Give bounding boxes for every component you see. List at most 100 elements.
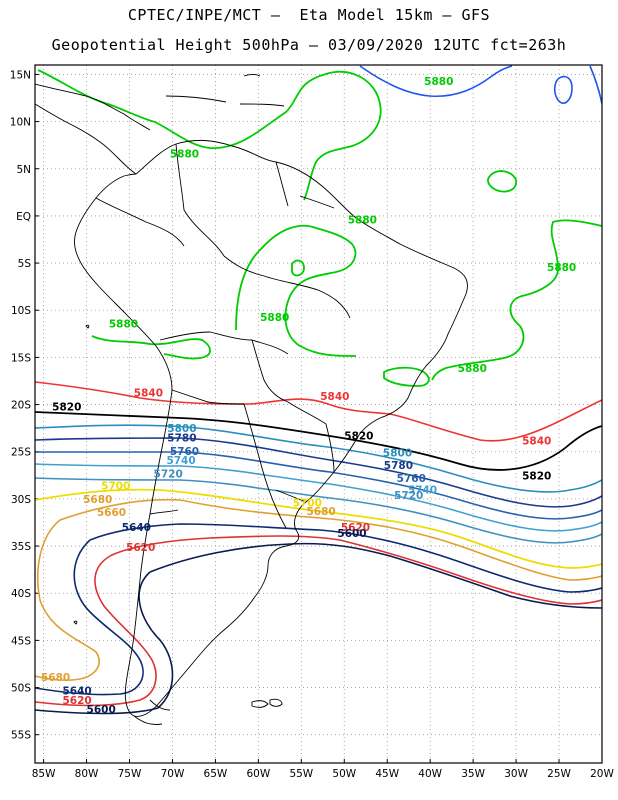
lon-label: 80W [75,768,99,780]
lat-label: 35S [11,541,31,553]
contour-5700 [35,488,602,569]
contour-label: 5820 [52,401,81,413]
lon-label: 55W [289,768,313,780]
contour-label: 5740 [166,455,195,467]
lat-label: 25S [11,447,31,459]
contour-label: 5620 [341,522,370,534]
contour-5820 [35,411,602,471]
contour-label: 5880 [260,312,289,324]
contour-label: 5840 [320,391,349,403]
contour-label: 5880 [348,215,377,227]
chart-title-line-1: CPTEC/INPE/MCT – Eta Model 15km – GFS [127,6,491,24]
contour-label: 5800 [167,423,196,435]
contour-5880 [235,224,357,357]
contour-5880 [291,259,305,277]
contour-label: 5820 [344,431,373,443]
contour-5640 [35,539,144,696]
lon-label: 20W [590,768,614,780]
lon-label: 50W [332,768,356,780]
contour-label: 5700 [101,481,130,493]
lat-label: 15S [11,352,31,364]
longitude-labels: 85W 80W 75W 70W 65W 60W 55W 50W 45W 40W 35W 30W 25W 2… [32,768,615,780]
contour-label: 5840 [134,387,163,399]
contour-label: 5680 [306,506,335,518]
contour-5680 [35,519,100,681]
latitude-labels: 15N 10N 5N EQ 5S 10S 15S 20S 25S 30S 35S 40S 45S 50S 5… [10,69,32,741]
contour-label: 5600 [337,528,366,540]
lat-label: 30S [11,494,31,506]
contour-5880 [37,69,382,201]
contour-label: 5600 [87,704,116,716]
lon-label: 35W [461,768,485,780]
contour-5740 [35,463,602,532]
lon-label: 60W [246,768,270,780]
chart-title-line-2: Geopotential Height 500hPa – 03/09/2020 … [51,36,567,54]
lat-label: 10S [11,305,31,317]
contour-5640 [89,523,602,593]
contour-5840 [35,381,602,442]
contour-5600 [149,542,602,609]
lat-label: 40S [11,588,31,600]
contour-5880 [487,170,518,193]
contour-5680 [59,498,602,581]
contour-label: 5720 [154,468,183,480]
contour-labels: 5880 5880 5880 5880 5880 5880 5880 5840 5840 5840… [41,76,576,716]
lon-label: 30W [504,768,528,780]
contour-label: 5780 [167,433,196,445]
contour-5800 [35,424,602,493]
lat-label: 5N [16,164,31,176]
contour-label: 5800 [383,448,412,460]
lat-label: 15N [10,69,31,81]
lon-label: 65W [204,768,228,780]
lon-label: 40W [418,768,442,780]
contour-5860 [553,75,573,104]
lon-label: 45W [375,768,399,780]
contour-label: 5880 [170,149,199,161]
lat-lon-grid [35,65,603,763]
lon-label: 85W [32,768,56,780]
contour-label: 5620 [126,542,155,554]
lat-label: 5S [18,258,32,270]
contour-label: 5660 [97,507,126,519]
contour-5620 [109,535,602,605]
lon-label: 75W [118,768,142,780]
lat-label: 20S [11,400,31,412]
contour-label: 5880 [109,318,138,330]
lat-label: 55S [11,730,31,742]
contour-label: 5700 [293,498,322,510]
contour-label: 5760 [170,446,199,458]
contour-label: 5680 [83,494,112,506]
lat-label: 45S [11,635,31,647]
coastlines [35,74,468,725]
lat-label: 50S [11,683,31,695]
contour-label: 5720 [394,490,423,502]
lon-label: 70W [161,768,185,780]
contour-5620 [35,555,157,707]
lat-label: EQ [16,211,31,223]
contour-label: 5820 [522,470,551,482]
contour-label: 5880 [424,76,453,88]
contour-5860 [589,65,602,105]
contour-5600 [35,571,174,715]
contour-label: 5680 [41,672,70,684]
contour-label: 5780 [384,460,413,472]
map-frame [34,64,603,764]
lon-label: 25W [547,768,571,780]
contour-lines [35,65,602,715]
contour-5880 [431,219,602,381]
contour-5720 [35,477,602,544]
contour-label: 5760 [397,473,426,485]
contour-label: 5880 [458,363,487,375]
contour-5780 [35,437,602,508]
contour-5880 [383,366,430,387]
contour-label: 5640 [122,522,151,534]
contour-label: 5640 [62,685,91,697]
contour-label: 5740 [408,484,437,496]
contour-5880 [91,335,211,360]
contour-5860 [359,65,513,98]
lat-label: 10N [10,117,31,129]
contour-label: 5840 [522,435,551,447]
contour-label: 5620 [62,695,91,707]
contour-label: 5880 [547,262,576,274]
